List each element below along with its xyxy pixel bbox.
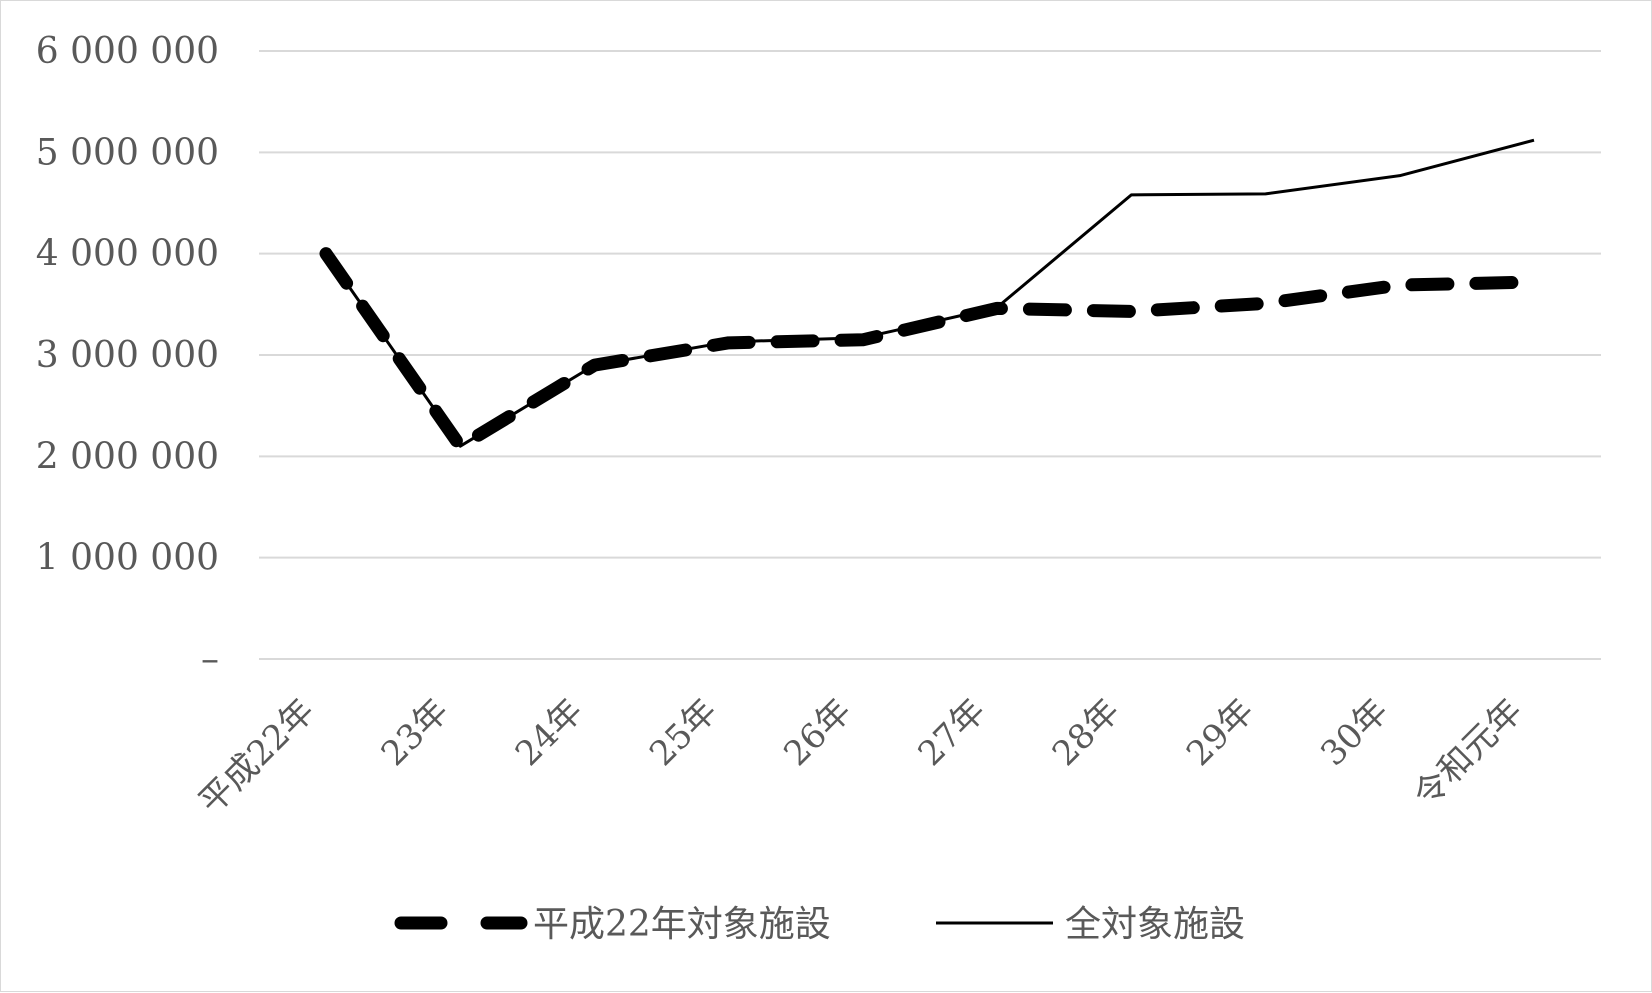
y-tick-label: 1 000 000 [36, 538, 219, 579]
x-tick-label: 26年 [776, 691, 859, 774]
y-tick-label: 6 000 000 [36, 31, 219, 72]
y-tick-label: 3 000 000 [36, 335, 219, 376]
y-tick-label: 5 000 000 [36, 132, 219, 173]
y-tick-label: 4 000 000 [36, 234, 219, 275]
series-lines [319, 138, 1541, 453]
x-tick-label: 24年 [508, 691, 591, 774]
y-tick-label: – [201, 639, 219, 680]
x-tick-label: 令和元年 [1406, 691, 1530, 815]
y-axis-ticks: 6 000 000 5 000 000 4 000 000 3 000 000 2 00… [36, 31, 219, 680]
legend: 平成22年対象施設 全対象施設 [394, 904, 1245, 945]
series-line-h22-facilities [319, 247, 1541, 453]
x-tick-label: 平成22年 [191, 691, 322, 822]
x-tick-label: 23年 [374, 691, 457, 774]
x-tick-label: 30年 [1313, 691, 1396, 774]
legend-label-all-facilities: 全対象施設 [1065, 904, 1245, 945]
x-tick-label: 28年 [1045, 691, 1128, 774]
x-tick-label: 29年 [1179, 691, 1262, 774]
x-tick-label: 27年 [911, 691, 994, 774]
legend-label-h22-facilities: 平成22年対象施設 [533, 904, 831, 945]
x-axis-ticks: 平成22年 23年 24年 25年 26年 27年 28年 29年 30年 令和元年 [191, 691, 1530, 822]
y-tick-label: 2 000 000 [36, 436, 219, 477]
x-tick-label: 25年 [642, 691, 725, 774]
gridlines [259, 50, 1601, 660]
